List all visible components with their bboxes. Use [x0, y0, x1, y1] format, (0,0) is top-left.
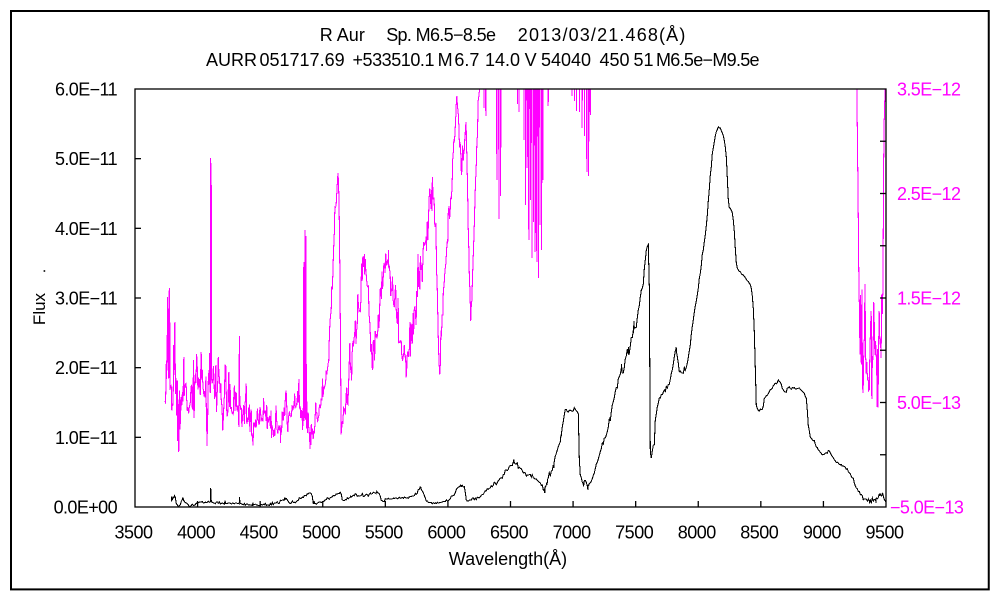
svg-text:5000: 5000	[302, 523, 341, 543]
svg-text:Wavelength(Å): Wavelength(Å)	[449, 549, 567, 569]
svg-text:3.0E−11: 3.0E−11	[55, 289, 118, 309]
svg-text:7000: 7000	[553, 523, 592, 543]
svg-text:6.0E−11: 6.0E−11	[55, 80, 118, 100]
svg-text:M6.5e−M9.5e: M6.5e−M9.5e	[656, 50, 760, 70]
svg-text:+533510.1: +533510.1	[353, 50, 435, 70]
svg-text:R Aur: R Aur	[320, 25, 365, 45]
svg-text:−5.0E−13: −5.0E−13	[890, 498, 964, 518]
svg-text:7500: 7500	[615, 523, 654, 543]
svg-text:6500: 6500	[490, 523, 529, 543]
svg-text:3.5E−12: 3.5E−12	[897, 80, 961, 100]
svg-text:051717.69: 051717.69	[260, 50, 345, 70]
svg-text:AURR: AURR	[206, 50, 257, 70]
svg-text:M: M	[438, 50, 453, 70]
svg-text:5.0E−11: 5.0E−11	[55, 149, 118, 169]
svg-text:2.0E−11: 2.0E−11	[55, 358, 118, 378]
svg-text:6000: 6000	[427, 523, 466, 543]
svg-text:9000: 9000	[803, 523, 842, 543]
svg-text:8000: 8000	[678, 523, 717, 543]
svg-text:2013/03/21.468(Å): 2013/03/21.468(Å)	[518, 25, 687, 45]
svg-text:1.0E−11: 1.0E−11	[55, 428, 118, 448]
svg-text:6.7: 6.7	[454, 50, 479, 70]
svg-text:1.5E−12: 1.5E−12	[897, 289, 961, 309]
svg-text:Flux: Flux	[30, 292, 49, 325]
svg-text:4500: 4500	[240, 523, 279, 543]
svg-text:5500: 5500	[365, 523, 404, 543]
svg-text:4.0E−11: 4.0E−11	[55, 219, 118, 239]
svg-text:450: 450	[600, 50, 630, 70]
svg-text:54040: 54040	[541, 50, 591, 70]
svg-text:0.0E+00: 0.0E+00	[54, 498, 118, 518]
svg-text:3500: 3500	[114, 523, 153, 543]
svg-text:V: V	[525, 50, 537, 70]
svg-text:2.5E−12: 2.5E−12	[897, 184, 961, 204]
svg-text:8500: 8500	[740, 523, 779, 543]
svg-text:14.0: 14.0	[485, 50, 520, 70]
svg-text:Sp. M6.5−8.5e: Sp. M6.5−8.5e	[386, 25, 496, 45]
svg-text:51: 51	[634, 50, 654, 70]
svg-text:4000: 4000	[177, 523, 216, 543]
svg-text:9500: 9500	[865, 523, 904, 543]
svg-text:5.0E−13: 5.0E−13	[897, 393, 961, 413]
